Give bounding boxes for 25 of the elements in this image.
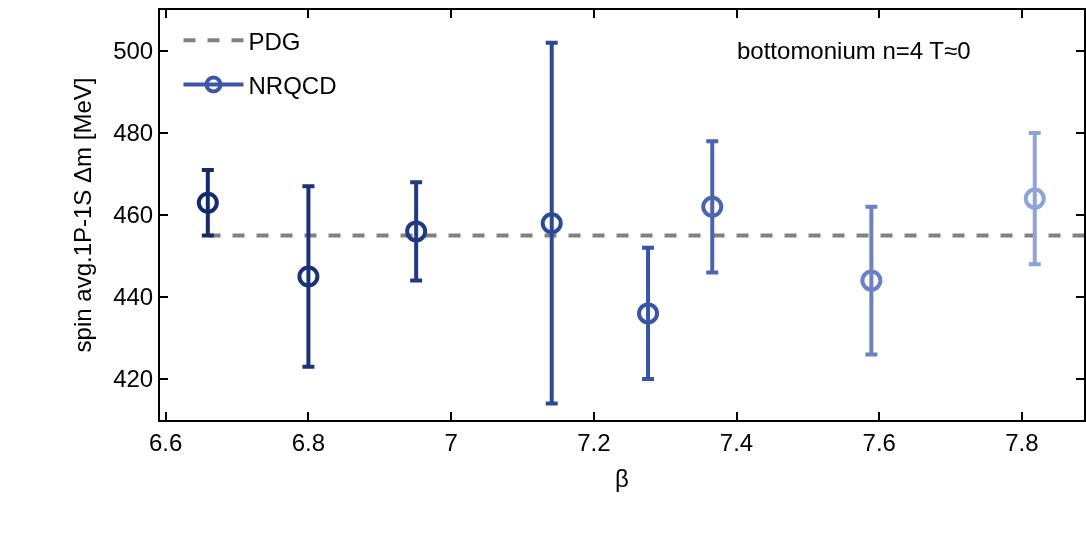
x-tick-label: 7 bbox=[444, 428, 458, 456]
x-tick-label: 7.4 bbox=[719, 428, 754, 456]
x-axis-title: β bbox=[615, 464, 629, 492]
point bbox=[196, 191, 219, 214]
x-tick-label: 7.6 bbox=[862, 428, 896, 456]
point bbox=[297, 265, 320, 288]
legend-label: NRQCD bbox=[248, 71, 337, 99]
point bbox=[540, 212, 563, 235]
point bbox=[860, 269, 883, 292]
point bbox=[1023, 187, 1046, 210]
y-tick-label: 500 bbox=[113, 37, 154, 65]
point bbox=[637, 302, 660, 325]
legend-label: PDG bbox=[248, 27, 301, 55]
y-tick-label: 440 bbox=[113, 283, 154, 311]
annotation: bottomonium n=4 T≈0 bbox=[737, 37, 971, 64]
y-tick-label: 480 bbox=[113, 119, 154, 147]
x-tick-label: 6.8 bbox=[291, 428, 326, 456]
x-tick-label: 7.8 bbox=[1005, 428, 1039, 456]
y-axis-title: spin avg.1P-1S Δm [MeV] bbox=[68, 77, 96, 353]
x-tick-label: 7.2 bbox=[577, 428, 611, 456]
y-tick-label: 460 bbox=[113, 201, 154, 229]
x-tick-label: 6.6 bbox=[149, 428, 183, 456]
point bbox=[701, 195, 724, 218]
y-tick-label: 420 bbox=[113, 365, 154, 393]
point bbox=[405, 220, 428, 243]
